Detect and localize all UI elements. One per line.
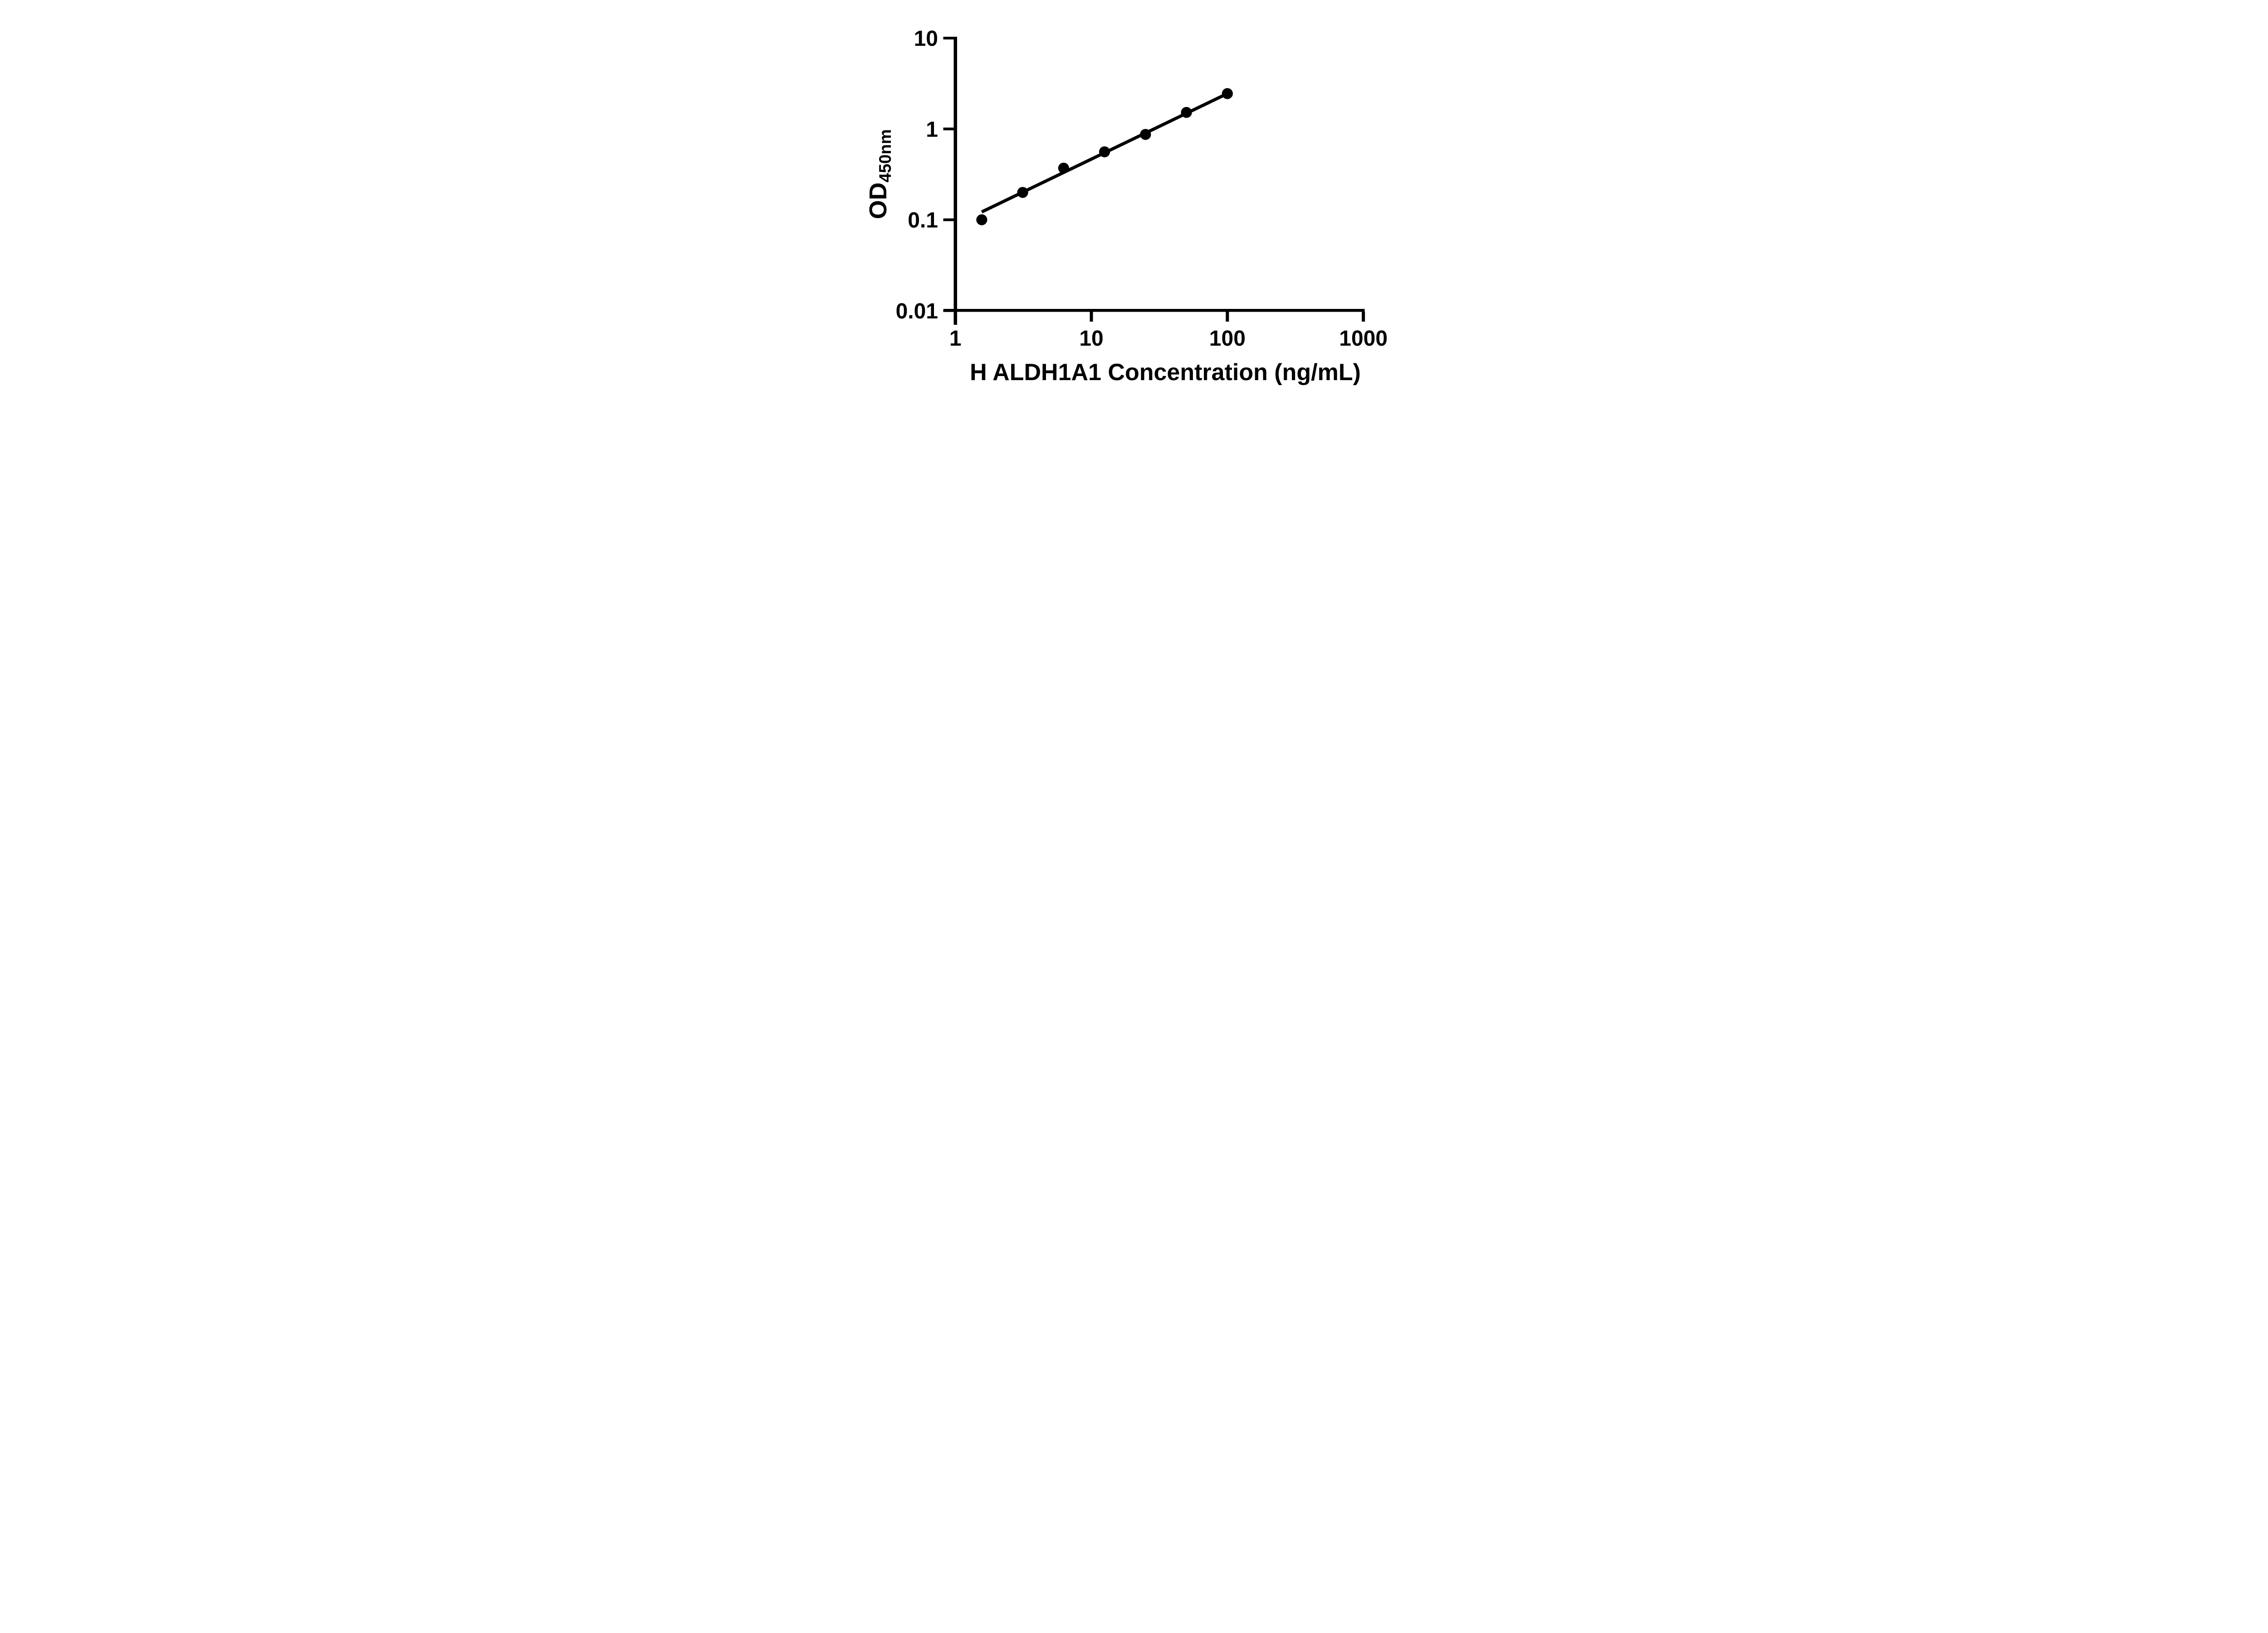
x-axis-tick-labels: 1 10 100 1000 — [949, 327, 1387, 351]
y-axis-ticks — [943, 37, 953, 312]
x-tick-label-1000: 1000 — [1339, 327, 1388, 351]
x-tick-10 — [1090, 312, 1093, 322]
y-axis-title-main: OD — [865, 182, 892, 219]
chart-figure: 10 1 0.1 0.01 1 10 100 1000 H ALDH1A1 Concentr… — [842, 0, 1426, 408]
y-axis-title: OD450nm — [865, 129, 894, 219]
y-tick-10 — [943, 37, 953, 39]
y-tick-label-1: 1 — [926, 117, 938, 142]
data-point-6.25ng — [1058, 162, 1069, 174]
data-points — [976, 88, 1233, 225]
y-axis-tick-labels: 10 1 0.1 0.01 — [895, 27, 938, 323]
x-tick-1 — [953, 312, 957, 322]
x-tick-label-100: 100 — [1209, 327, 1245, 351]
x-tick-100 — [1225, 312, 1229, 322]
x-tick-label-10: 10 — [1079, 327, 1103, 351]
y-tick-0.1 — [943, 218, 953, 221]
axes — [943, 37, 1364, 325]
data-point-50ng — [1181, 107, 1192, 118]
x-axis-title: H ALDH1A1 Concentration (ng/mL) — [970, 359, 1361, 386]
data-point-100ng — [1222, 88, 1233, 99]
y-tick-label-0.1: 0.1 — [908, 209, 938, 233]
y-tick-label-10: 10 — [914, 27, 938, 51]
x-axis-line — [943, 309, 1364, 312]
data-point-25ng — [1139, 129, 1151, 140]
x-tick-label-1: 1 — [949, 327, 961, 351]
data-point-3.125ng — [1017, 187, 1028, 198]
y-axis-line — [953, 37, 957, 325]
y-tick-1 — [943, 127, 953, 131]
elisa-standard-curve-plot: 10 1 0.1 0.01 1 10 100 1000 H ALDH1A1 Concentr… — [865, 27, 1388, 386]
data-point-1.5625ng — [976, 214, 987, 225]
x-axis-ticks — [953, 312, 1365, 322]
y-axis-title-subscript: 450nm — [876, 129, 894, 182]
data-point-12.5ng — [1099, 146, 1110, 157]
y-tick-0.01 — [943, 309, 953, 312]
x-tick-1000 — [1361, 312, 1365, 322]
y-tick-label-0.01: 0.01 — [895, 299, 938, 323]
